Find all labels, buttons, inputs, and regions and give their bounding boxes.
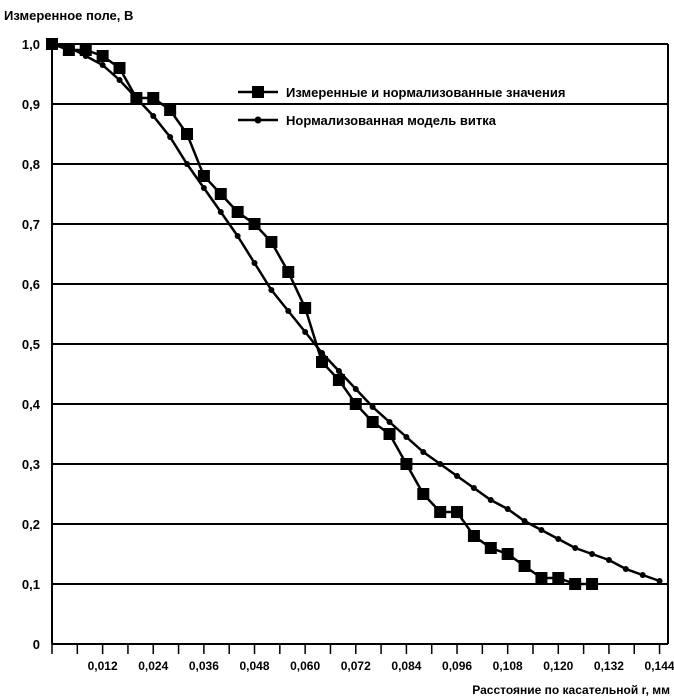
y-tick-label: 0,1 xyxy=(22,577,40,592)
y-axis-title: Измеренное поле, В xyxy=(4,8,134,23)
series-2-point xyxy=(437,461,444,467)
y-tick-label: 0,6 xyxy=(22,277,40,292)
series-2-point xyxy=(487,497,494,503)
x-tick-label: 0,060 xyxy=(290,659,320,673)
series-1-point xyxy=(316,356,329,368)
series-1-point xyxy=(434,506,447,518)
legend-marker-2 xyxy=(254,116,262,124)
y-tick-label: 0,2 xyxy=(22,517,40,532)
series-1-point xyxy=(147,92,160,104)
series-2-point xyxy=(470,485,477,491)
series-1-point xyxy=(96,50,109,62)
series-2-point xyxy=(167,134,174,140)
series-2-point xyxy=(200,185,207,191)
series-2-point xyxy=(234,233,241,239)
series-1-point xyxy=(265,236,278,248)
series-2-point xyxy=(268,287,275,293)
series-2-point xyxy=(403,434,410,440)
series-1-point xyxy=(231,206,244,218)
series-2-point xyxy=(49,41,55,47)
series-2-point xyxy=(251,260,258,266)
series-1-point xyxy=(518,560,531,572)
series-1-point xyxy=(569,578,582,590)
series-2-point xyxy=(217,209,224,215)
series-1-point xyxy=(113,62,126,74)
x-tick-label: 0,024 xyxy=(138,659,168,673)
series-2-point xyxy=(302,329,309,335)
y-tick-label: 0 xyxy=(33,637,40,652)
series-2-point xyxy=(150,113,157,119)
series-2-point xyxy=(133,95,140,101)
series-2-point xyxy=(184,161,191,167)
series-2-point xyxy=(116,77,123,83)
series-2-point xyxy=(319,350,326,356)
series-1-point xyxy=(552,572,565,584)
series-2-point xyxy=(639,572,646,578)
x-tick-label: 0,108 xyxy=(493,659,523,673)
series-2-point xyxy=(454,473,461,479)
series-1-point xyxy=(484,542,497,554)
series-2-point xyxy=(335,368,342,374)
series-2-point xyxy=(572,545,579,551)
series-1-point xyxy=(586,578,599,590)
x-tick-label: 0,144 xyxy=(645,659,674,673)
y-tick-label: 0,3 xyxy=(22,457,40,472)
series-2-point xyxy=(538,527,545,533)
x-tick-label: 0,096 xyxy=(442,659,472,673)
series-2-point xyxy=(99,62,106,68)
series-2-point xyxy=(605,557,612,563)
x-axis-title: Расстояние по касательной r, мм xyxy=(472,683,670,697)
series-2-point xyxy=(352,386,359,392)
series-2-point xyxy=(521,518,528,524)
x-tick-label: 0,012 xyxy=(88,659,118,673)
series-1-point xyxy=(299,302,312,314)
series-1-point xyxy=(417,488,430,500)
series-1-point xyxy=(366,416,379,428)
x-tick-label: 0,084 xyxy=(391,659,421,673)
series-1-point xyxy=(535,572,548,584)
legend-label-1: Измеренные и нормализованные значения xyxy=(286,85,565,100)
series-2-point xyxy=(285,308,292,314)
y-tick-label: 0,7 xyxy=(22,217,40,232)
x-tick-label: 0,120 xyxy=(543,659,573,673)
series-2-point xyxy=(622,566,629,572)
y-tick-label: 0,8 xyxy=(22,157,40,172)
series-1-point xyxy=(349,398,362,410)
series-1-point xyxy=(383,428,396,440)
series-1-point xyxy=(467,530,480,542)
series-1-point xyxy=(181,128,194,140)
series-1-point xyxy=(248,218,261,230)
series-2-point xyxy=(656,578,663,584)
series-2-point xyxy=(82,53,89,59)
legend-marker-1 xyxy=(252,86,264,98)
series-2-point xyxy=(420,449,427,455)
series-2-point xyxy=(369,404,376,410)
series-1-point xyxy=(164,104,177,116)
x-tick-label: 0,132 xyxy=(594,659,624,673)
series-1-point xyxy=(451,506,464,518)
series-1-point xyxy=(332,374,345,386)
series-2-point xyxy=(504,506,511,512)
series-1-point xyxy=(400,458,413,470)
y-tick-label: 0,9 xyxy=(22,97,40,112)
x-tick-label: 0,048 xyxy=(240,659,270,673)
y-tick-label: 1,0 xyxy=(22,37,40,52)
legend-label-2: Нормализованная модель витка xyxy=(286,113,497,128)
series-2-point xyxy=(589,551,596,557)
y-tick-label: 0,4 xyxy=(22,397,41,412)
series-1-point xyxy=(501,548,514,560)
x-tick-label: 0,036 xyxy=(189,659,219,673)
series-2-point xyxy=(386,419,393,425)
series-2-point xyxy=(555,536,562,542)
x-tick-label: 0,072 xyxy=(341,659,371,673)
series-2-point xyxy=(65,44,72,50)
y-tick-label: 0,5 xyxy=(22,337,40,352)
series-1-point xyxy=(282,266,295,278)
series-1-point xyxy=(214,188,227,200)
series-1-point xyxy=(197,170,210,182)
